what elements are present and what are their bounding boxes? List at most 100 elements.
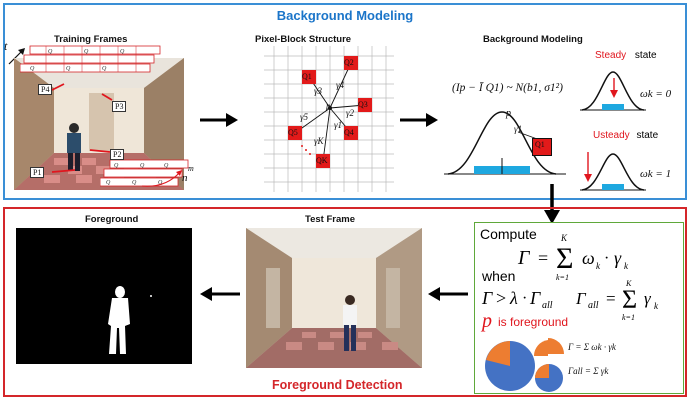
when-word: when [482, 268, 516, 284]
background-model-label: Background Modeling [483, 34, 583, 45]
gamma-formula: Γ = Σ K k=1 ω k · γ k [517, 233, 629, 282]
svg-text:k: k [654, 301, 659, 311]
q-label-q3: Q3 [358, 100, 368, 109]
model-p-label: p [506, 108, 511, 119]
unsteady-state-label: Usteady state [593, 130, 659, 141]
q-block [344, 56, 358, 70]
pixel-block-grid [264, 46, 394, 192]
background-modeling-title: Background Modeling [276, 8, 414, 23]
axis-t-label: t [4, 39, 8, 53]
unsteady-omega: ωk = 1 [640, 168, 672, 180]
frame-stack-bottom: Q Q Q Q Q Q [100, 159, 189, 187]
gamma-label-1: γ1 [334, 120, 343, 130]
svg-text:all: all [542, 300, 553, 311]
q-label-qk: QK [316, 156, 328, 165]
model-gamma-label: γ1 [514, 124, 523, 134]
gamma-label-2: γ2 [346, 108, 355, 118]
svg-text:Γ: Γ [575, 289, 587, 308]
block-label-p3: P3 [112, 101, 127, 112]
svg-text:·: · [604, 250, 609, 267]
arrow-test-to-foreground [200, 287, 240, 301]
background-modeling-panel [3, 3, 687, 200]
pixel-center-p: p [326, 101, 331, 111]
svg-text:Σ: Σ [622, 285, 637, 314]
block-pointer-arrows [51, 83, 113, 173]
gamma-label-3: γ3 [314, 86, 323, 96]
svg-text:Q: Q [114, 163, 119, 169]
svg-text:=: = [538, 248, 548, 268]
gaussian-formula: (Ip − Ῑ Q1) ~ N(b1, σ1²) [452, 82, 563, 94]
block-label-p2: P2 [110, 149, 125, 160]
gamma-label-4: γ4 [336, 80, 345, 90]
svg-text:·: · [522, 290, 527, 307]
gamma-label-5: γ5 [300, 112, 309, 122]
is-foreground-text: is foreground [498, 315, 569, 329]
q-label-q2: Q2 [344, 58, 354, 67]
svg-text:Q: Q [158, 180, 163, 186]
svg-text:λ: λ [509, 288, 518, 308]
foreground-mask-image [16, 228, 192, 364]
svg-text:Q: Q [84, 49, 89, 55]
model-q-label: Q1 [535, 140, 545, 149]
q-label-q5: Q5 [288, 128, 298, 137]
frame-stack-top: Q Q Q Q Q Q [20, 45, 161, 73]
svg-text:γ: γ [644, 289, 652, 308]
training-frames-label: Training Frames [54, 34, 128, 45]
svg-text:all: all [588, 300, 599, 311]
test-frame-photo [246, 228, 422, 368]
axis-n-label: n [182, 172, 188, 184]
svg-text:Γ: Γ [481, 288, 493, 308]
svg-text:Q: Q [48, 49, 53, 55]
n-m-arrow [141, 170, 182, 187]
pie-small-pair [534, 338, 564, 392]
svg-text:Σ: Σ [556, 242, 573, 275]
steady-state-label: Steady state [595, 50, 657, 61]
svg-text:k=1: k=1 [622, 313, 635, 322]
svg-text:k: k [624, 261, 629, 271]
svg-text:Q: Q [30, 66, 35, 72]
svg-text:Q: Q [102, 66, 107, 72]
svg-text:K: K [625, 279, 632, 288]
small-gamma-formula: Γ = Σ ωk · γk [568, 342, 616, 352]
axis-m-label: m [188, 164, 194, 173]
svg-text:Γ: Γ [529, 288, 541, 308]
pie-large [485, 341, 535, 391]
small-gamma-all-formula: Γall = Σ γk [568, 366, 609, 376]
svg-text:ω: ω [582, 248, 595, 268]
time-axis-arrow [8, 48, 25, 65]
compute-box [474, 222, 684, 394]
person-silhouette [67, 123, 81, 171]
q-block [358, 98, 372, 112]
svg-text:=: = [606, 289, 616, 308]
svg-text:γ: γ [614, 248, 622, 268]
walking-person [343, 295, 357, 351]
svg-text:Q: Q [164, 163, 169, 169]
svg-text:k: k [596, 261, 601, 271]
unsteady-gaussian-plot [580, 152, 646, 191]
q-label-q4: Q4 [344, 128, 354, 137]
steady-gaussian-plot [580, 71, 646, 111]
arrow-block-to-model [400, 113, 438, 127]
pixel-block-label: Pixel-Block Structure [255, 34, 352, 45]
svg-text:Q: Q [66, 66, 71, 72]
test-frame-label: Test Frame [305, 214, 355, 225]
svg-text:Q: Q [140, 163, 145, 169]
q-block [344, 126, 358, 140]
svg-text:Γ: Γ [517, 247, 531, 269]
foreground-condition: Γ > λ · Γ all Γ all = Σ K k=1 γ k [481, 279, 659, 322]
svg-text:Q: Q [106, 180, 111, 186]
q-block [302, 70, 316, 84]
svg-text:k=1: k=1 [556, 273, 569, 282]
p-symbol: p [482, 310, 492, 332]
gamma-label-k: γK [314, 136, 324, 146]
foreground-detection-panel [3, 207, 687, 397]
q-block [316, 154, 330, 168]
svg-text:Q: Q [132, 180, 137, 186]
foreground-label: Foreground [85, 214, 139, 225]
svg-text:Q: Q [120, 49, 125, 55]
arrow-training-to-block [200, 113, 238, 127]
svg-text:>: > [496, 288, 506, 308]
block-label-p1: P1 [30, 167, 45, 178]
q-block [288, 126, 302, 140]
compute-word: Compute [480, 226, 537, 242]
